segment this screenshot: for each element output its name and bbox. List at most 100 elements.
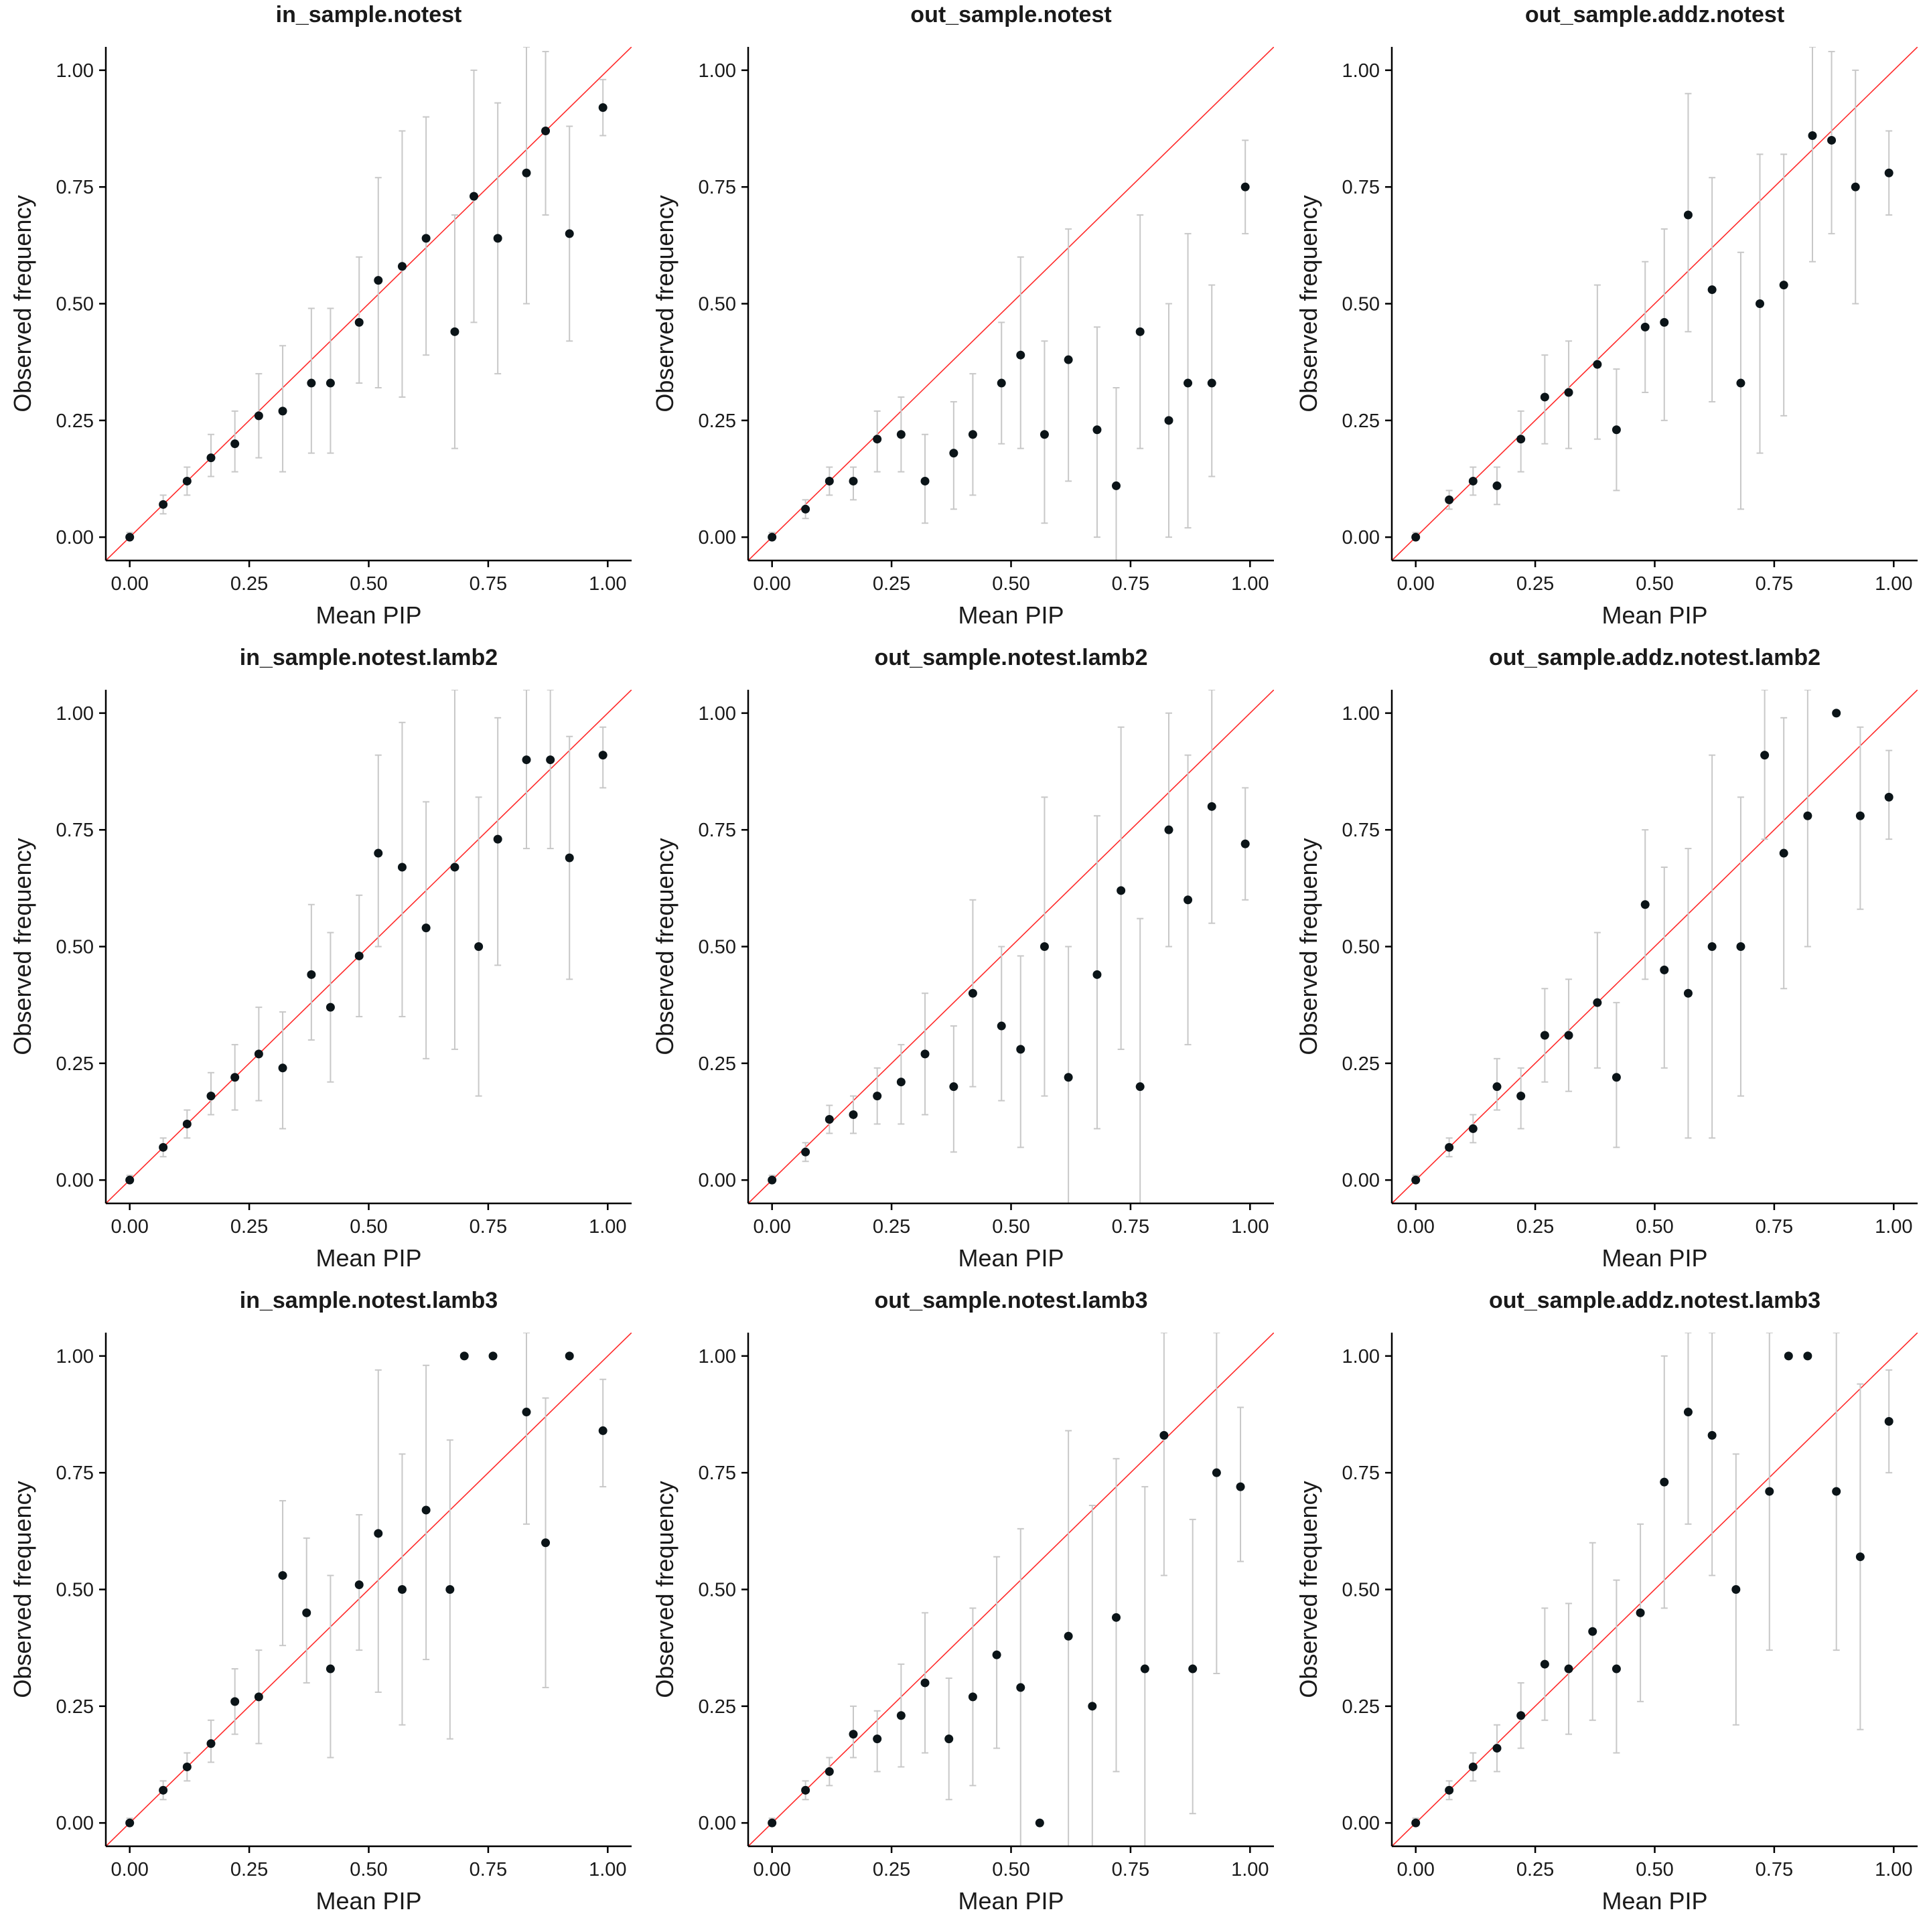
data-point (1445, 1142, 1454, 1152)
data-point (1564, 388, 1573, 397)
error-bar (1761, 690, 1768, 840)
y-axis-label: Observed frequency (651, 195, 678, 412)
data-point (125, 1818, 135, 1828)
data-point (1164, 416, 1173, 425)
data-point (254, 1692, 263, 1702)
data-point (278, 1571, 287, 1580)
data-point (470, 192, 478, 201)
data-point (1492, 1082, 1502, 1092)
x-tick-label: 0.75 (470, 1216, 507, 1238)
x-tick-label: 0.50 (992, 1216, 1029, 1238)
y-tick-label: 0.00 (1342, 1170, 1380, 1191)
x-tick-label: 0.75 (1756, 1216, 1793, 1238)
chart-panel: out_sample.addz.notest 0.00 0.25 0.50 0.75 1.… (1295, 2, 1918, 629)
data-point (159, 1785, 168, 1795)
y-tick-label: 0.75 (56, 177, 94, 198)
y-tick-label: 0.00 (699, 527, 736, 548)
data-point (968, 1692, 977, 1702)
x-tick-label: 0.75 (1756, 1859, 1793, 1880)
data-point (1564, 1664, 1573, 1674)
data-point (1207, 802, 1216, 811)
data-point (450, 327, 459, 336)
data-point (1411, 532, 1421, 542)
data-point (1016, 350, 1025, 360)
data-point (896, 1078, 906, 1087)
chart-title: out_sample.notest.lamb3 (874, 1288, 1147, 1313)
error-bar (1809, 47, 1816, 263)
data-point (206, 1092, 216, 1101)
error-bar (1065, 228, 1072, 482)
error-bar (1213, 1333, 1220, 1675)
chart-panel: in_sample.notest.lamb2 0.00 0.25 0.50 0.75 1.… (9, 645, 632, 1272)
data-point (326, 1002, 335, 1012)
data-point (1164, 825, 1173, 834)
x-tick-label: 0.00 (753, 1216, 790, 1238)
x-tick-label: 0.25 (230, 1216, 268, 1238)
data-point (1564, 1031, 1573, 1040)
data-point (1411, 1175, 1421, 1185)
x-tick-label: 0.50 (350, 573, 387, 595)
data-point (1855, 1552, 1865, 1562)
x-axis-label: Mean PIP (1601, 1244, 1707, 1272)
x-axis-label: Mean PIP (315, 1244, 421, 1272)
data-point (354, 951, 364, 960)
data-point (920, 1678, 930, 1688)
y-tick-label: 1.00 (699, 1346, 736, 1367)
data-point (1064, 1073, 1073, 1082)
y-tick-label: 0.00 (56, 1813, 94, 1834)
data-point (374, 276, 383, 285)
data-point (1117, 886, 1126, 895)
data-point (1212, 1468, 1221, 1477)
data-point (1135, 327, 1145, 336)
data-point (1016, 1045, 1025, 1054)
y-tick-label: 0.25 (56, 1053, 94, 1075)
plot-area (1392, 1333, 1918, 1846)
data-point (997, 378, 1006, 388)
data-point (949, 449, 958, 458)
chart-panel: in_sample.notest.lamb3 0.00 0.25 0.50 0.75 1.… (9, 1288, 632, 1915)
chart-title: out_sample.addz.notest (1525, 2, 1784, 27)
data-point (825, 476, 834, 486)
y-tick-label: 1.00 (56, 1346, 94, 1367)
x-tick-label: 0.25 (230, 573, 268, 595)
y-tick-label: 0.00 (1342, 1813, 1380, 1834)
data-point (1468, 1124, 1478, 1133)
data-point (1707, 942, 1717, 951)
data-point (182, 1762, 192, 1771)
y-tick-label: 0.25 (699, 411, 736, 432)
chart-panel: out_sample.notest.lamb2 0.00 0.25 0.50 0.75 1… (651, 645, 1274, 1272)
plot-area (748, 690, 1274, 1203)
data-point (1803, 811, 1812, 820)
data-point (1588, 1627, 1597, 1636)
data-point (206, 453, 216, 463)
data-point (1808, 131, 1817, 140)
y-tick-label: 0.75 (56, 820, 94, 841)
data-point (1660, 965, 1669, 974)
data-point (302, 1608, 311, 1617)
data-point (1184, 895, 1193, 905)
data-point (1159, 1430, 1169, 1440)
y-tick-label: 0.75 (699, 177, 736, 198)
data-point (598, 751, 608, 760)
data-point (474, 942, 484, 951)
data-point (1707, 1430, 1717, 1440)
diagonal-reference-line (748, 47, 1274, 561)
data-point (1640, 322, 1650, 331)
error-bar (1088, 1504, 1096, 1846)
data-point (896, 1711, 906, 1720)
data-point (230, 1073, 240, 1082)
data-point (1240, 182, 1250, 192)
y-tick-label: 0.00 (1342, 527, 1380, 548)
data-point (849, 1730, 858, 1739)
data-point (598, 103, 608, 113)
data-point (1492, 1744, 1502, 1753)
x-tick-label: 1.00 (1875, 573, 1912, 595)
data-point (1035, 1818, 1044, 1828)
y-tick-label: 0.00 (56, 1170, 94, 1191)
diagonal-reference-line (106, 1333, 632, 1846)
data-point (522, 755, 531, 765)
x-axis-label: Mean PIP (1601, 1887, 1707, 1915)
data-point (493, 234, 502, 243)
x-axis-label: Mean PIP (315, 1887, 421, 1915)
data-point (1468, 1762, 1478, 1771)
